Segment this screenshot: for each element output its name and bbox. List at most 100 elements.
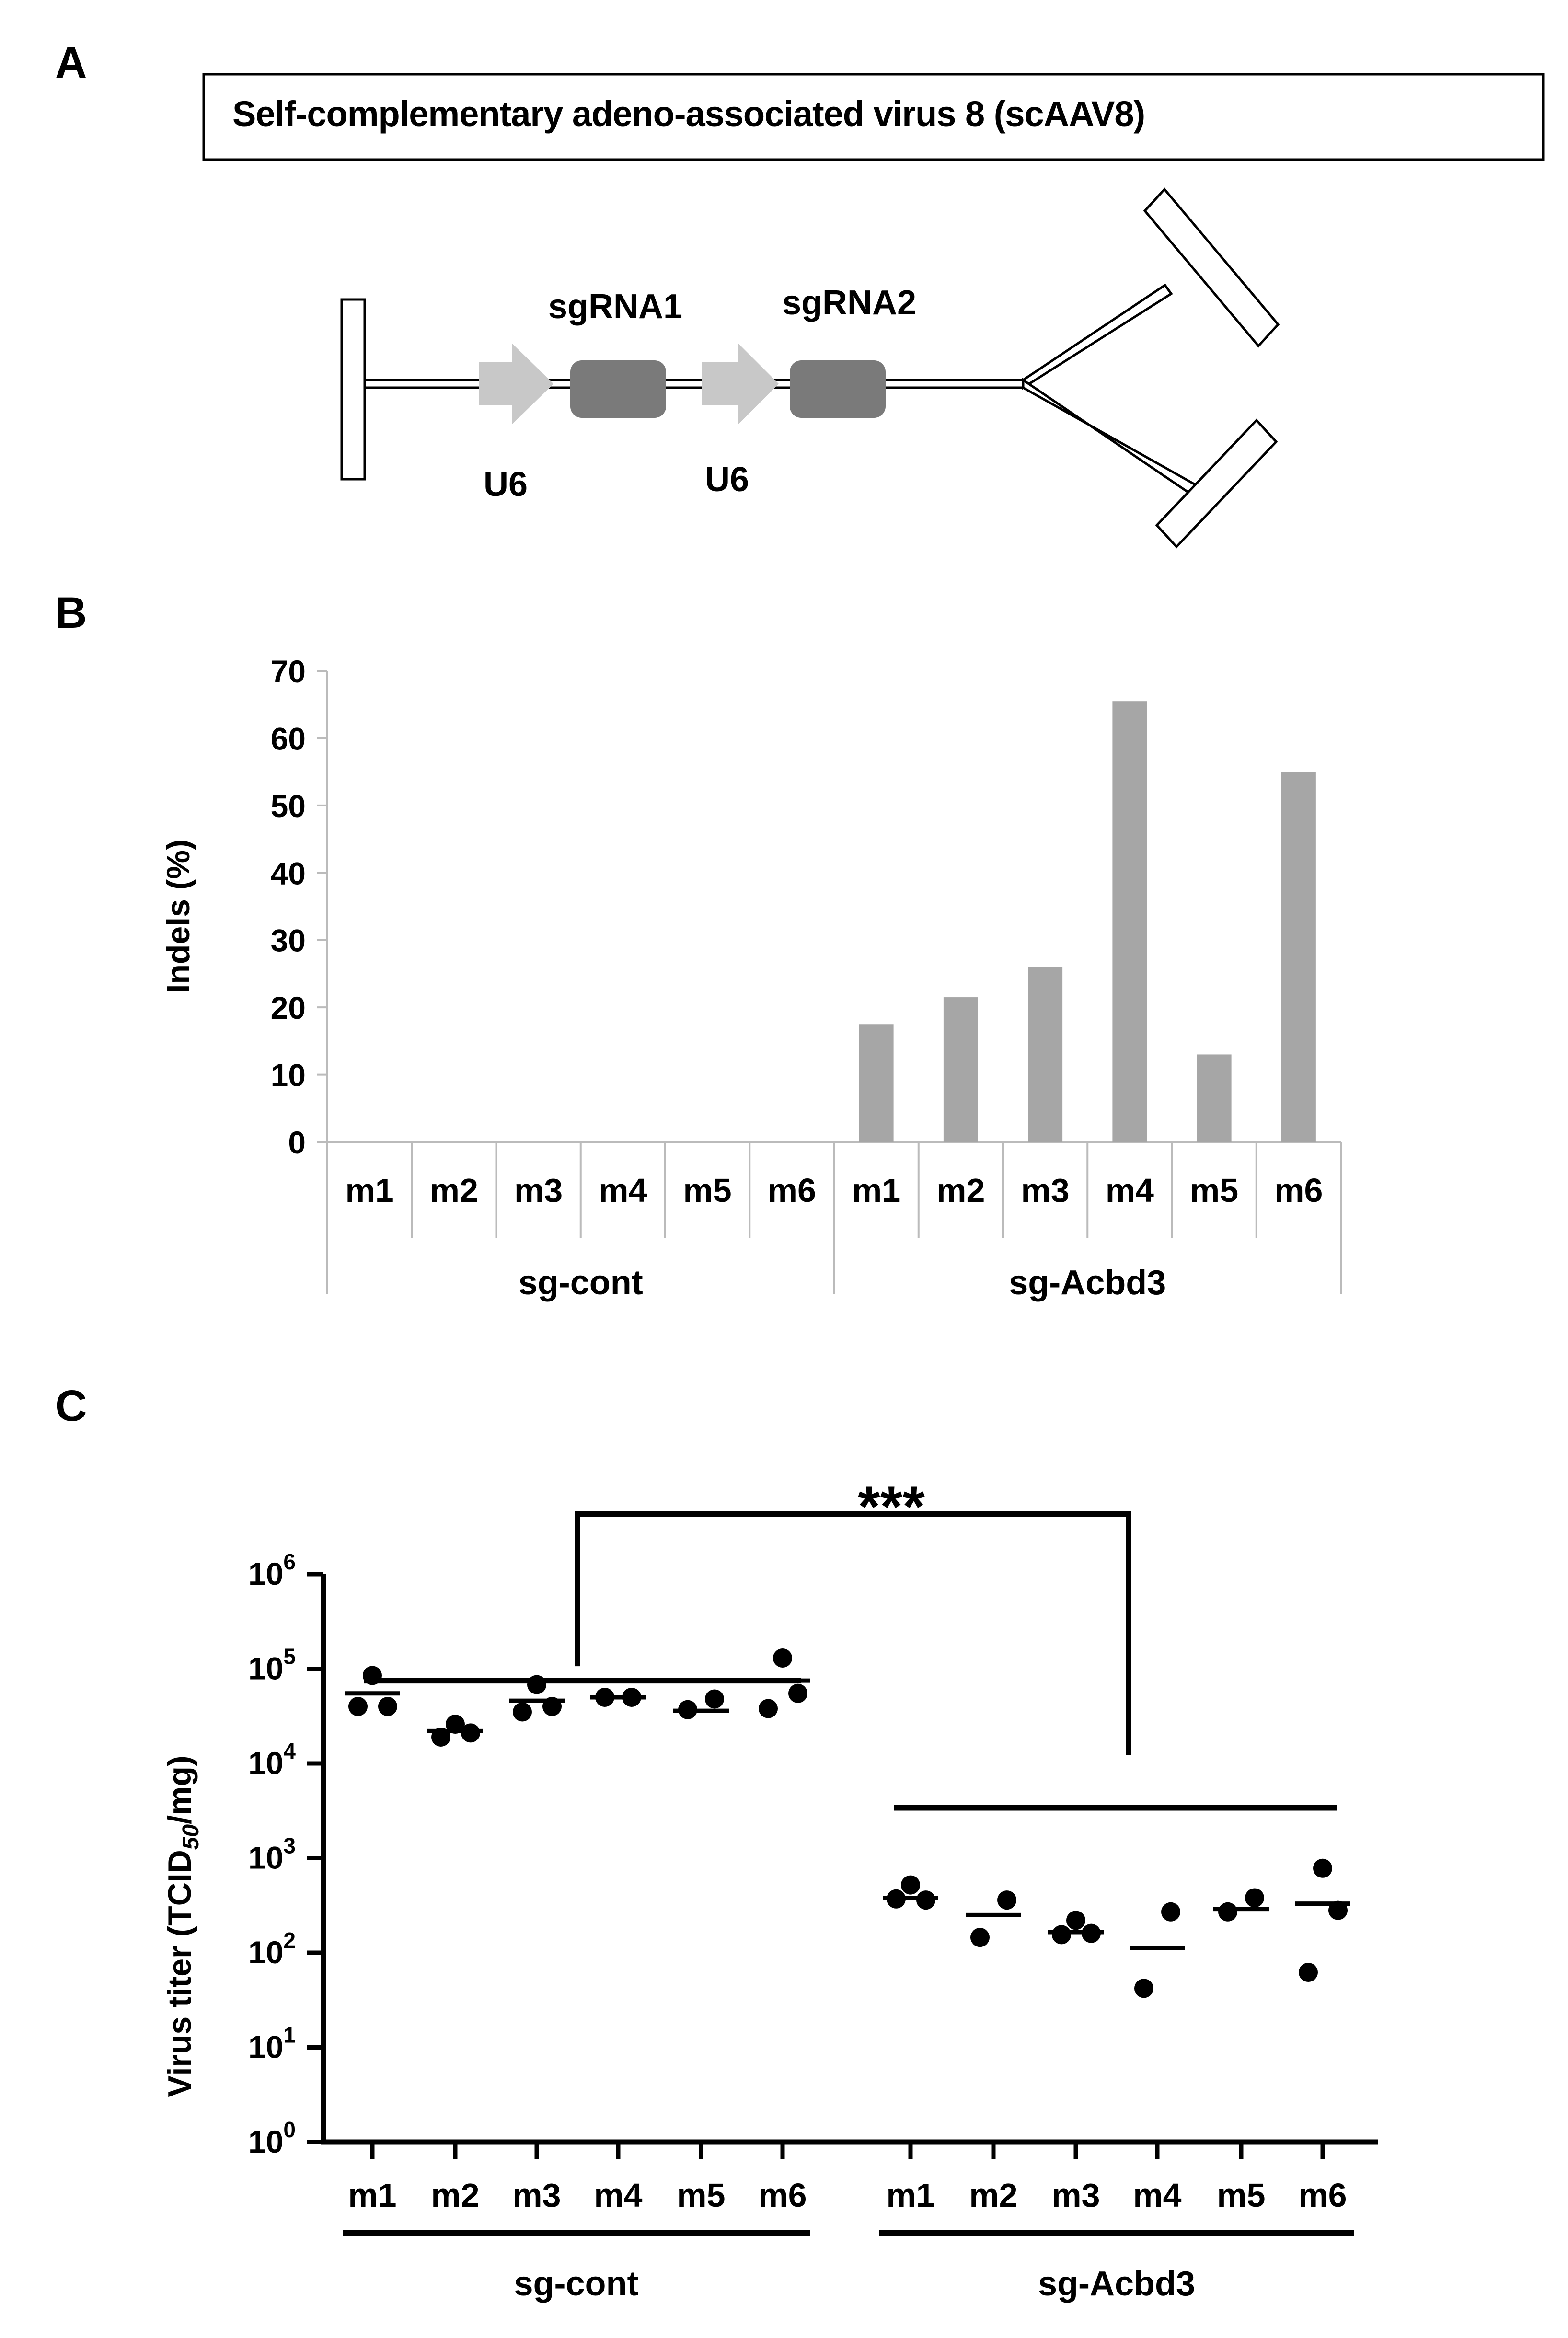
category-label: m1 (852, 1172, 900, 1209)
panel-b: B Indels (%) 0 10 20 30 40 50 60 70 sg-cont sg-Ac… (55, 588, 1342, 1302)
indel-bar (1197, 1054, 1232, 1142)
titer-category-label: m5 (1217, 2177, 1265, 2214)
panel-a: A Self-complementary adeno-associated vi… (55, 38, 1545, 549)
u6-label-2: U6 (705, 461, 749, 499)
right-itr-hairpin (1022, 187, 1280, 549)
panel-c-label: C (55, 1382, 87, 1430)
titer-data-point (1218, 1902, 1237, 1922)
panel-c: C Virus titer (TCID50/mg) *** 1001011021… (55, 1382, 1378, 2303)
tick-base: 10 (248, 1556, 283, 1591)
titer-y-tick-label: 100 (248, 2117, 296, 2159)
titer-data-point (527, 1675, 546, 1694)
ylabel-post: /mg) (161, 1755, 198, 1824)
titer-data-point (1313, 1858, 1332, 1878)
titer-y-tick-label: 102 (248, 1928, 296, 1970)
significance-bracket (575, 1511, 1131, 1755)
titer-data-point (901, 1875, 920, 1895)
category-label: m5 (683, 1172, 732, 1209)
category-label: m6 (1274, 1172, 1323, 1209)
left-itr (340, 298, 366, 481)
indel-bar (859, 1024, 894, 1142)
tick-exponent: 4 (283, 1739, 296, 1763)
titer-data-point (1066, 1911, 1085, 1930)
titer-data-point (378, 1697, 397, 1716)
indels-y-tick-label: 50 (271, 788, 306, 824)
indels-bar-chart: 0 10 20 30 40 50 60 70 sg-cont sg-Acbd3 m1 m2 m3 m4 m5… (271, 654, 1342, 1302)
titer-category-label: m3 (1051, 2177, 1100, 2214)
indels-y-tick-label: 20 (271, 990, 306, 1025)
indels-y-tick-label: 30 (271, 923, 306, 958)
tick-base: 10 (248, 1840, 283, 1876)
titer-data-point (1299, 1963, 1318, 1982)
group-label: sg-cont (519, 1264, 643, 1302)
titer-y-tick-label: 103 (248, 1833, 296, 1876)
virus-titer-y-axis-label: Virus titer (TCID50/mg) (161, 1755, 204, 2097)
titer-category-label: m1 (348, 2177, 396, 2214)
indels-y-tick-label: 70 (271, 654, 306, 689)
category-label: m1 (346, 1172, 394, 1209)
ylabel-pre: Virus titer (TCID (161, 1850, 198, 2097)
sgrna2-box (790, 360, 886, 418)
indels-y-tick-label: 60 (271, 721, 306, 756)
panel-a-label: A (55, 38, 87, 87)
titer-category-label: m1 (886, 2177, 934, 2214)
vector-title-box (202, 73, 1545, 161)
sgrna1-box (570, 360, 666, 418)
titer-y-tick-label: 104 (248, 1739, 296, 1781)
titer-data-point (1161, 1902, 1180, 1922)
group-label: sg-Acbd3 (1009, 1264, 1166, 1302)
indels-y-tick-label: 10 (271, 1058, 306, 1093)
titer-data-point (513, 1702, 532, 1722)
indels-y-tick-label: 0 (288, 1125, 306, 1160)
titer-group-label: sg-Acbd3 (1038, 2265, 1195, 2303)
titer-data-point (916, 1890, 935, 1910)
titer-category-label: m4 (1133, 2177, 1181, 2214)
titer-data-point (1052, 1925, 1071, 1945)
u6-promoter-arrow-2 (702, 343, 779, 425)
titer-category-label: m6 (1298, 2177, 1347, 2214)
titer-data-point (1134, 1979, 1153, 1998)
tick-base: 10 (248, 2124, 283, 2159)
category-label: m4 (1106, 1172, 1154, 1209)
u6-promoter-arrow-1 (479, 343, 553, 425)
tick-base: 10 (248, 1935, 283, 1970)
indel-bar (1281, 772, 1316, 1142)
sgrna2-label: sgRNA2 (782, 284, 916, 322)
panel-b-label: B (55, 588, 87, 637)
sgrna1-label: sgRNA1 (548, 288, 682, 326)
tick-exponent: 1 (283, 2023, 296, 2048)
titer-data-point (348, 1697, 368, 1716)
titer-y-tick-label: 101 (248, 2023, 296, 2065)
category-label: m3 (514, 1172, 563, 1209)
titer-category-label: m4 (594, 2177, 642, 2214)
titer-data-point (363, 1666, 382, 1685)
titer-data-point (705, 1689, 724, 1709)
titer-y-tick-label: 105 (248, 1644, 296, 1686)
category-label: m2 (936, 1172, 985, 1209)
category-label: m5 (1190, 1172, 1238, 1209)
tick-base: 10 (248, 1745, 283, 1781)
tick-exponent: 6 (283, 1549, 296, 1574)
titer-group-label: sg-cont (514, 2265, 639, 2303)
significance-stars: *** (858, 1474, 925, 1539)
titer-y-tick-label: 106 (248, 1549, 296, 1591)
category-label: m4 (599, 1172, 647, 1209)
titer-data-point (788, 1683, 807, 1703)
tick-exponent: 0 (283, 2117, 296, 2142)
vector-backbone (365, 379, 1023, 389)
category-label: m3 (1021, 1172, 1070, 1209)
indel-bar (1028, 967, 1063, 1142)
titer-category-label: m2 (431, 2177, 479, 2214)
category-label: m6 (768, 1172, 816, 1209)
tick-base: 10 (248, 2029, 283, 2065)
vector-title: Self-complementary adeno-associated viru… (232, 94, 1145, 134)
ylabel-sub: 50 (178, 1824, 204, 1850)
titer-category-label: m5 (677, 2177, 725, 2214)
indel-bar (943, 997, 978, 1142)
tick-exponent: 2 (283, 1928, 296, 1953)
category-label: m2 (430, 1172, 478, 1209)
tick-exponent: 5 (283, 1644, 296, 1669)
tick-exponent: 3 (283, 1833, 296, 1858)
titer-category-label: m3 (512, 2177, 561, 2214)
